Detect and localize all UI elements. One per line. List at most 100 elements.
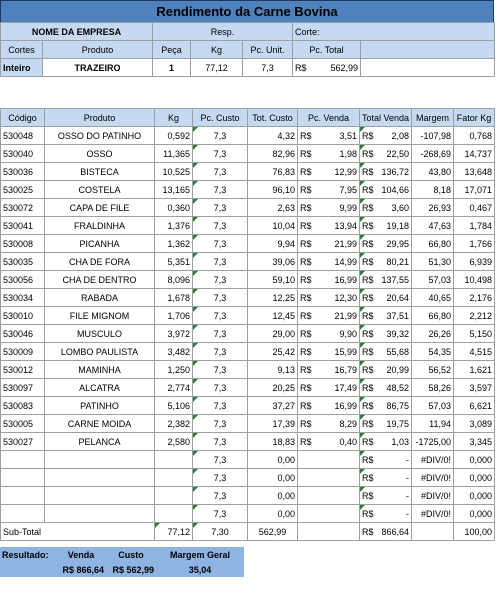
th-codigo[interactable]: Código	[0, 108, 45, 127]
cell-kg[interactable]: 1,250	[154, 360, 193, 379]
cell-pc-venda[interactable]: R$ 3,51	[297, 126, 360, 145]
subtotal-total-venda[interactable]: R$ 866,64	[359, 522, 412, 541]
cell-margem[interactable]: 57,03	[411, 270, 454, 289]
cell-total-venda[interactable]: R$ 39,32	[359, 324, 412, 343]
th-produto[interactable]: Produto	[44, 108, 155, 127]
cell-fator[interactable]: 0,000	[453, 486, 495, 505]
cell-fator[interactable]: 1,784	[453, 216, 495, 235]
cell-produto[interactable]: MUSCULO	[44, 324, 155, 343]
cell-total-venda[interactable]: R$ 20,64	[359, 288, 412, 307]
cell-total-venda[interactable]: R$ -	[359, 486, 412, 505]
th-total-venda[interactable]: Total Venda	[359, 108, 412, 127]
cell-fator[interactable]: 0,000	[453, 504, 495, 523]
cell-tot-custo[interactable]: 18,83	[247, 432, 298, 451]
cell-kg[interactable]: 1,362	[154, 234, 193, 253]
header-empty-cell[interactable]	[360, 40, 496, 59]
cell-total-venda[interactable]: R$ 2,08	[359, 126, 412, 145]
cell-kg[interactable]: 77,12	[190, 58, 243, 77]
resultado-margem-label[interactable]: Margem Geral	[169, 549, 231, 560]
cell-kg[interactable]: 5,106	[154, 396, 193, 415]
cell-codigo[interactable]: 530040	[0, 144, 45, 163]
subtotal-fator[interactable]: 100,00	[453, 522, 495, 541]
cell-produto[interactable]	[44, 468, 155, 487]
cell-pc-venda[interactable]: R$ 16,99	[297, 396, 360, 415]
cell-codigo[interactable]: 530046	[0, 324, 45, 343]
cell-pc-total[interactable]: R$ 562,99	[292, 58, 362, 77]
cell-margem[interactable]: -268,69	[411, 144, 454, 163]
cell-produto[interactable]	[44, 504, 155, 523]
cell-produto[interactable]	[44, 486, 155, 505]
cell-codigo[interactable]: 530072	[0, 198, 45, 217]
cell-pc-custo[interactable]: 7,3	[192, 216, 248, 235]
cell-total-venda[interactable]: R$ 19,18	[359, 216, 412, 235]
cell-fator[interactable]: 5,150	[453, 324, 495, 343]
cell-fator[interactable]: 0,000	[453, 450, 495, 469]
cell-margem[interactable]: 8,18	[411, 180, 454, 199]
cell-total-venda[interactable]: R$ 136,72	[359, 162, 412, 181]
cell-kg[interactable]	[154, 450, 193, 469]
cell-codigo[interactable]: 530025	[0, 180, 45, 199]
cell-fator[interactable]: 0,768	[453, 126, 495, 145]
cell-pc-venda[interactable]: R$ 9,99	[297, 198, 360, 217]
cell-pc-venda[interactable]: R$ 8,29	[297, 414, 360, 433]
cell-produto[interactable]: OSSO DO PATINHO	[44, 126, 155, 145]
cell-pc-custo[interactable]: 7,3	[192, 342, 248, 361]
cell-tot-custo[interactable]: 12,45	[247, 306, 298, 325]
cell-fator[interactable]: 3,597	[453, 378, 495, 397]
resp-cell[interactable]: Resp.	[151, 22, 294, 41]
cell-pc-venda[interactable]	[297, 468, 360, 487]
cell-pc-venda[interactable]	[297, 486, 360, 505]
subtotal-label[interactable]: Sub-Total	[0, 522, 155, 541]
cell-tot-custo[interactable]: 59,10	[247, 270, 298, 289]
cell-produto[interactable]: BISTECA	[44, 162, 155, 181]
cell-tot-custo[interactable]: 0,00	[247, 504, 298, 523]
cell-produto[interactable]: MAMINHA	[44, 360, 155, 379]
th-kg[interactable]: Kg	[154, 108, 193, 127]
cell-fator[interactable]: 14,737	[453, 144, 495, 163]
cell-tot-custo[interactable]: 0,00	[247, 450, 298, 469]
cell-kg[interactable]: 1,376	[154, 216, 193, 235]
cell-pc-custo[interactable]: 7,3	[192, 378, 248, 397]
cell-kg[interactable]: 11,365	[154, 144, 193, 163]
cell-total-venda[interactable]: R$ 19,75	[359, 414, 412, 433]
cell-margem[interactable]: 66,80	[411, 306, 454, 325]
resultado-custo[interactable]: R$ 562,99	[112, 564, 154, 575]
cell-pc-venda[interactable]: R$ 12,30	[297, 288, 360, 307]
cell-pc-custo[interactable]: 7,3	[192, 234, 248, 253]
cell-tot-custo[interactable]: 0,00	[247, 486, 298, 505]
th-pc-venda[interactable]: Pc. Venda	[297, 108, 360, 127]
cell-total-venda[interactable]: R$ 104,66	[359, 180, 412, 199]
cell-tot-custo[interactable]: 29,00	[247, 324, 298, 343]
cell-pc-venda[interactable]: R$ 17,49	[297, 378, 360, 397]
cell-fator[interactable]: 4,515	[453, 342, 495, 361]
cell-margem[interactable]: -107,98	[411, 126, 454, 145]
cell-kg[interactable]: 0,592	[154, 126, 193, 145]
cell-margem[interactable]: #DIV/0!	[411, 450, 454, 469]
cell-kg[interactable]	[154, 486, 193, 505]
cell-produto[interactable]: FRALDINHA	[44, 216, 155, 235]
cell-pc-unit[interactable]: 7,3	[241, 58, 294, 77]
cell-pc-custo[interactable]: 7,3	[192, 252, 248, 271]
cell-pc-venda[interactable]: R$ 12,99	[297, 162, 360, 181]
cell-fator[interactable]: 2,212	[453, 306, 495, 325]
cell-tot-custo[interactable]: 4,32	[247, 126, 298, 145]
col-produto[interactable]: Produto	[42, 40, 153, 59]
cell-produto[interactable]: FILE MIGNOM	[44, 306, 155, 325]
subtotal-pc-venda[interactable]	[297, 522, 360, 541]
cell-pc-custo[interactable]: 7,3	[192, 360, 248, 379]
resultado-empty-cell[interactable]	[0, 562, 56, 577]
subtotal-pc-custo[interactable]: 7,30	[192, 522, 248, 541]
cell-kg[interactable]: 8,096	[154, 270, 193, 289]
cell-pc-venda[interactable]	[297, 450, 360, 469]
sheet-title[interactable]: Rendimento da Carne Bovina	[0, 0, 494, 24]
cell-codigo[interactable]	[0, 450, 45, 469]
cell-margem[interactable]: 26,26	[411, 324, 454, 343]
cell-kg[interactable]	[154, 504, 193, 523]
cell-margem[interactable]: 51,30	[411, 252, 454, 271]
cell-tot-custo[interactable]: 10,04	[247, 216, 298, 235]
cell-codigo[interactable]: 530027	[0, 432, 45, 451]
cell-fator[interactable]: 3,089	[453, 414, 495, 433]
cell-total-venda[interactable]: R$ -	[359, 504, 412, 523]
cell-fator[interactable]: 0,000	[453, 468, 495, 487]
cell-pc-custo[interactable]: 7,3	[192, 486, 248, 505]
